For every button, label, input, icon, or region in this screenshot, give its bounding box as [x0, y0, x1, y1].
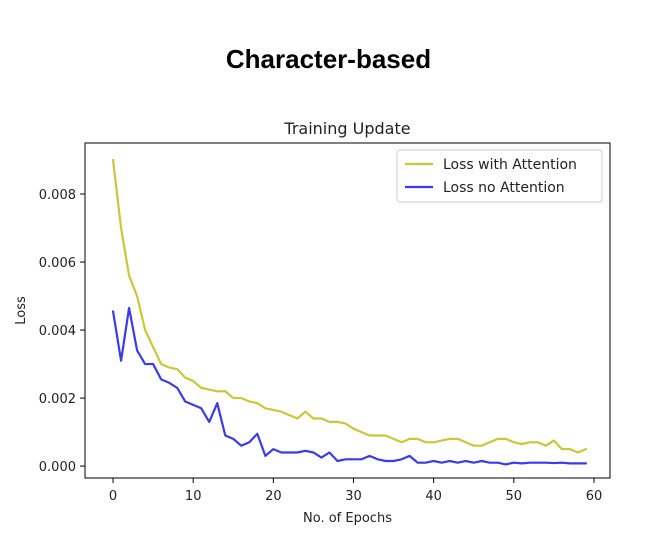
- page-heading: Character-based: [225, 44, 432, 74]
- axis-ticks: 0 10 20 30 40 50 60 0.000 0.002 0.004 0.006 0.008: [39, 188, 602, 504]
- x-tick-label: 40: [425, 489, 442, 504]
- y-axis-label: Loss: [14, 296, 29, 325]
- y-tick-label: 0.002: [39, 392, 76, 407]
- x-tick-label: 30: [345, 489, 362, 504]
- series-line-no-attention: [111, 306, 588, 466]
- y-tick-label: 0.006: [39, 256, 76, 271]
- x-tick-label: 10: [185, 489, 202, 504]
- series-lines: [111, 158, 588, 466]
- legend-label: Loss with Attention: [443, 157, 577, 173]
- legend-box: [396, 149, 603, 203]
- x-tick-label: 50: [506, 489, 523, 504]
- x-tick-label: 60: [586, 489, 603, 504]
- y-tick-label: 0.004: [39, 324, 76, 339]
- x-tick-label: 0: [109, 489, 117, 504]
- plot-frame: [84, 142, 611, 479]
- y-tick-label: 0.008: [39, 188, 76, 203]
- series-line-with-attention: [111, 158, 588, 454]
- legend: Loss with Attention Loss no Attention: [396, 149, 603, 203]
- legend-label: Loss no Attention: [443, 180, 565, 196]
- y-tick-label: 0.000: [39, 460, 76, 475]
- chart-title: Training Update: [283, 119, 410, 138]
- x-tick-label: 20: [265, 489, 282, 504]
- x-axis-label: No. of Epochs: [303, 511, 392, 526]
